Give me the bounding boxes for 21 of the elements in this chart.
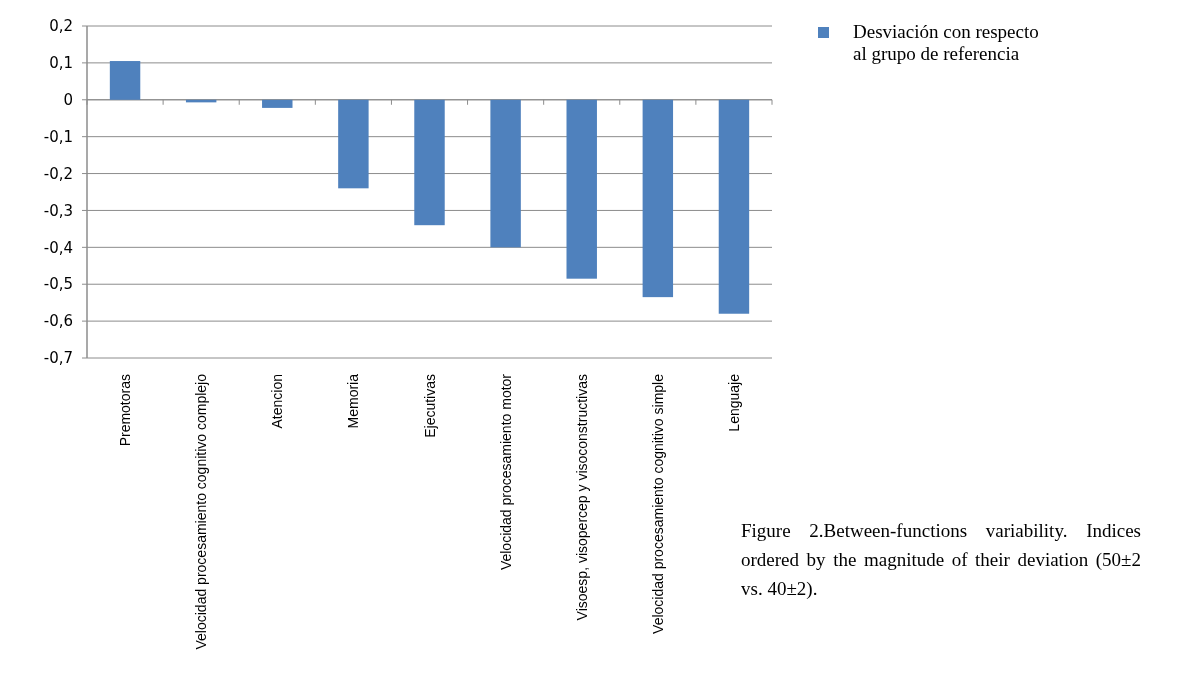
y-tick-label: 0,2	[49, 17, 73, 36]
y-tick-label: -0,3	[43, 201, 73, 220]
y-tick-label: -0,4	[43, 238, 73, 257]
x-tick-label: Visoesp, visopercep y visoconstructivas	[573, 374, 590, 621]
y-tick-label: 0,1	[49, 54, 73, 73]
caption: Figure 2.Between-functions variability. Indices ordered by the magnitude of their deviation (50±2 vs. 40±2).	[741, 519, 1141, 601]
y-tick-label: -0,7	[43, 349, 73, 368]
x-tick-label: Ejecutivas	[421, 374, 438, 438]
y-tick-label: 0	[63, 91, 73, 110]
y-tick-label: -0,2	[43, 164, 73, 183]
x-tick-label: Velocidad procesamiento cognitivo complejo	[193, 373, 210, 650]
x-tick-label: Memoria	[345, 373, 362, 429]
x-tick-label: Velocidad procesamiento cognitivo simple	[649, 373, 666, 634]
y-tick-label: -0,5	[43, 275, 73, 294]
y-tick-label: -0,6	[43, 312, 73, 331]
x-tick-label: Velocidad procesamiento motor	[497, 373, 514, 571]
x-tick-label: Premotoras	[117, 374, 134, 447]
legend-label: Desviación con respecto al grupo de referencia	[853, 21, 1039, 64]
y-tick-label: -0,1	[43, 127, 73, 146]
x-tick-label: Atencion	[269, 374, 286, 429]
x-tick-label: Lenguaje	[725, 373, 742, 432]
